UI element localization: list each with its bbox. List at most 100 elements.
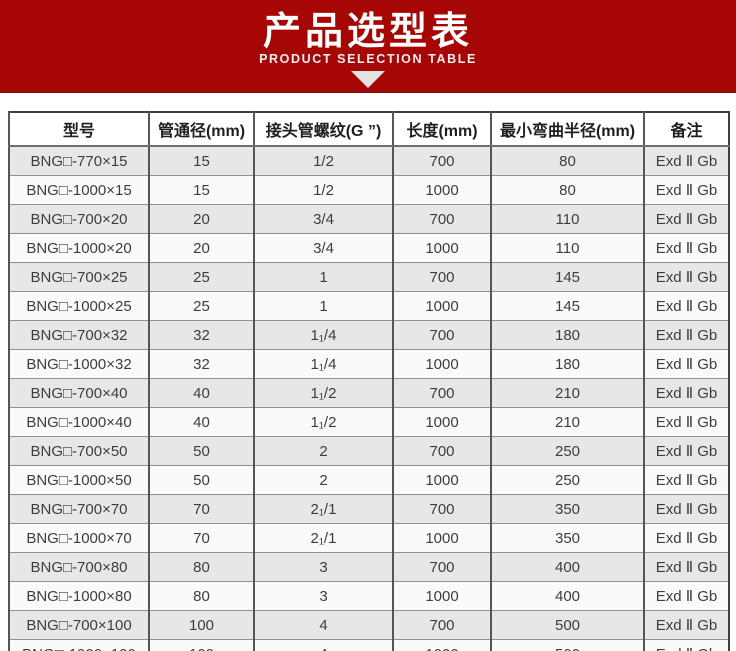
cell-model: BNG□-1000×100 xyxy=(8,639,149,651)
cell-bore: 15 xyxy=(148,175,254,205)
cell-model: BNG□-1000×80 xyxy=(8,581,149,611)
cell-model: BNG□-700×80 xyxy=(8,552,149,582)
cell-thread: 1₁/4 xyxy=(253,320,393,350)
cell-bore: 100 xyxy=(148,610,254,640)
table-header-row: 型号 管通径(mm) 接头管螺纹(G ”) 长度(mm) 最小弯曲半径(mm) 备注 xyxy=(8,112,729,147)
cell-note: Exd Ⅱ Gb xyxy=(643,610,729,640)
cell-model: BNG□-1000×50 xyxy=(8,465,149,495)
cell-thread: 4 xyxy=(253,639,393,651)
cell-length: 700 xyxy=(392,552,491,582)
cell-note: Exd Ⅱ Gb xyxy=(643,552,729,582)
cell-thread: 3 xyxy=(253,581,393,611)
cell-bore: 50 xyxy=(148,465,254,495)
table-row: BNG□-1000×15 15 1/2 1000 80 Exd Ⅱ Gb xyxy=(8,175,729,205)
cell-note: Exd Ⅱ Gb xyxy=(643,378,729,408)
table-row: BNG□-700×80 80 3 700 400 Exd Ⅱ Gb xyxy=(8,552,729,582)
cell-thread: 1 xyxy=(253,291,393,321)
cell-thread: 2 xyxy=(253,436,393,466)
cell-thread: 1₁/2 xyxy=(253,407,393,437)
cell-length: 700 xyxy=(392,494,491,524)
cell-radius: 110 xyxy=(490,233,644,263)
cell-length: 1000 xyxy=(392,465,491,495)
cell-bore: 32 xyxy=(148,320,254,350)
cell-bore: 20 xyxy=(148,233,254,263)
cell-length: 700 xyxy=(392,378,491,408)
cell-length: 1000 xyxy=(392,291,491,321)
cell-note: Exd Ⅱ Gb xyxy=(643,175,729,205)
header-cell-note: 备注 xyxy=(643,112,729,147)
table-row: BNG□-700×100 100 4 700 500 Exd Ⅱ Gb xyxy=(8,610,729,640)
cell-model: BNG□-700×20 xyxy=(8,204,149,234)
table-row: BNG□-1000×32 32 1₁/4 1000 180 Exd Ⅱ Gb xyxy=(8,349,729,379)
cell-model: BNG□-1000×25 xyxy=(8,291,149,321)
cell-note: Exd Ⅱ Gb xyxy=(643,581,729,611)
cell-thread: 1/2 xyxy=(253,145,393,176)
cell-thread: 3/4 xyxy=(253,204,393,234)
table-row: BNG□-700×32 32 1₁/4 700 180 Exd Ⅱ Gb xyxy=(8,320,729,350)
page-title: 产品选型表 xyxy=(262,8,473,53)
table-row: BNG□-1000×80 80 3 1000 400 Exd Ⅱ Gb xyxy=(8,581,729,611)
table-row: BNG□-1000×40 40 1₁/2 1000 210 Exd Ⅱ Gb xyxy=(8,407,729,437)
cell-model: BNG□-1000×15 xyxy=(8,175,149,205)
cell-thread: 4 xyxy=(253,610,393,640)
product-selection-table: 型号 管通径(mm) 接头管螺纹(G ”) 长度(mm) 最小弯曲半径(mm) 备注 BN… xyxy=(8,111,730,651)
cell-bore: 70 xyxy=(148,494,254,524)
cell-note: Exd Ⅱ Gb xyxy=(643,436,729,466)
cell-bore: 40 xyxy=(148,407,254,437)
cell-length: 700 xyxy=(392,610,491,640)
cell-radius: 145 xyxy=(490,262,644,292)
cell-thread: 1/2 xyxy=(253,175,393,205)
cell-bore: 20 xyxy=(148,204,254,234)
cell-note: Exd Ⅱ Gb xyxy=(643,320,729,350)
cell-note: Exd Ⅱ Gb xyxy=(643,204,729,234)
table-row: BNG□-1000×10010041000500Exd Ⅱ Gb xyxy=(8,639,729,651)
table-row: BNG□-1000×70 70 2₁/1 1000 350 Exd Ⅱ Gb xyxy=(8,523,729,553)
cell-note: Exd Ⅱ Gb xyxy=(643,349,729,379)
table-row: BNG□-700×20 20 3/4 700 110 Exd Ⅱ Gb xyxy=(8,204,729,234)
cell-thread: 3/4 xyxy=(253,233,393,263)
cell-radius: 500 xyxy=(490,639,644,651)
cell-thread: 1₁/4 xyxy=(253,349,393,379)
cell-radius: 180 xyxy=(490,349,644,379)
cell-bore: 80 xyxy=(148,581,254,611)
cell-thread: 3 xyxy=(253,552,393,582)
cell-radius: 350 xyxy=(490,494,644,524)
cell-note: Exd Ⅱ Gb xyxy=(643,639,729,651)
cell-length: 1000 xyxy=(392,639,491,651)
table-row: BNG□-700×40 40 1₁/2 700 210 Exd Ⅱ Gb xyxy=(8,378,729,408)
cell-length: 700 xyxy=(392,436,491,466)
cell-radius: 400 xyxy=(490,552,644,582)
table-container: 型号 管通径(mm) 接头管螺纹(G ”) 长度(mm) 最小弯曲半径(mm) 备注 BN… xyxy=(8,111,730,651)
cell-bore: 25 xyxy=(148,262,254,292)
table-row: BNG□-700×70 70 2₁/1 700 350 Exd Ⅱ Gb xyxy=(8,494,729,524)
cell-note: Exd Ⅱ Gb xyxy=(643,407,729,437)
cell-note: Exd Ⅱ Gb xyxy=(643,291,729,321)
cell-model: BNG□-1000×32 xyxy=(8,349,149,379)
cell-bore: 80 xyxy=(148,552,254,582)
cell-model: BNG□-1000×20 xyxy=(8,233,149,263)
cell-length: 700 xyxy=(392,204,491,234)
cell-thread: 1₁/2 xyxy=(253,378,393,408)
cell-length: 1000 xyxy=(392,523,491,553)
cell-radius: 250 xyxy=(490,465,644,495)
header-cell-thread: 接头管螺纹(G ”) xyxy=(253,112,393,147)
cell-length: 1000 xyxy=(392,581,491,611)
cell-bore: 70 xyxy=(148,523,254,553)
table-row: BNG□-700×25 25 1 700 145 Exd Ⅱ Gb xyxy=(8,262,729,292)
cell-radius: 80 xyxy=(490,175,644,205)
cell-length: 700 xyxy=(392,145,491,176)
cell-radius: 250 xyxy=(490,436,644,466)
cell-thread: 2 xyxy=(253,465,393,495)
cell-bore: 100 xyxy=(148,639,254,651)
cell-model: BNG□-700×25 xyxy=(8,262,149,292)
cell-model: BNG□-700×50 xyxy=(8,436,149,466)
table-row: BNG□-1000×50 50 2 1000 250 Exd Ⅱ Gb xyxy=(8,465,729,495)
cell-length: 700 xyxy=(392,320,491,350)
cell-length: 1000 xyxy=(392,233,491,263)
cell-model: BNG□-700×32 xyxy=(8,320,149,350)
cell-model: BNG□-1000×70 xyxy=(8,523,149,553)
cell-bore: 25 xyxy=(148,291,254,321)
cell-thread: 2₁/1 xyxy=(253,494,393,524)
cell-radius: 210 xyxy=(490,407,644,437)
cell-model: BNG□-1000×40 xyxy=(8,407,149,437)
